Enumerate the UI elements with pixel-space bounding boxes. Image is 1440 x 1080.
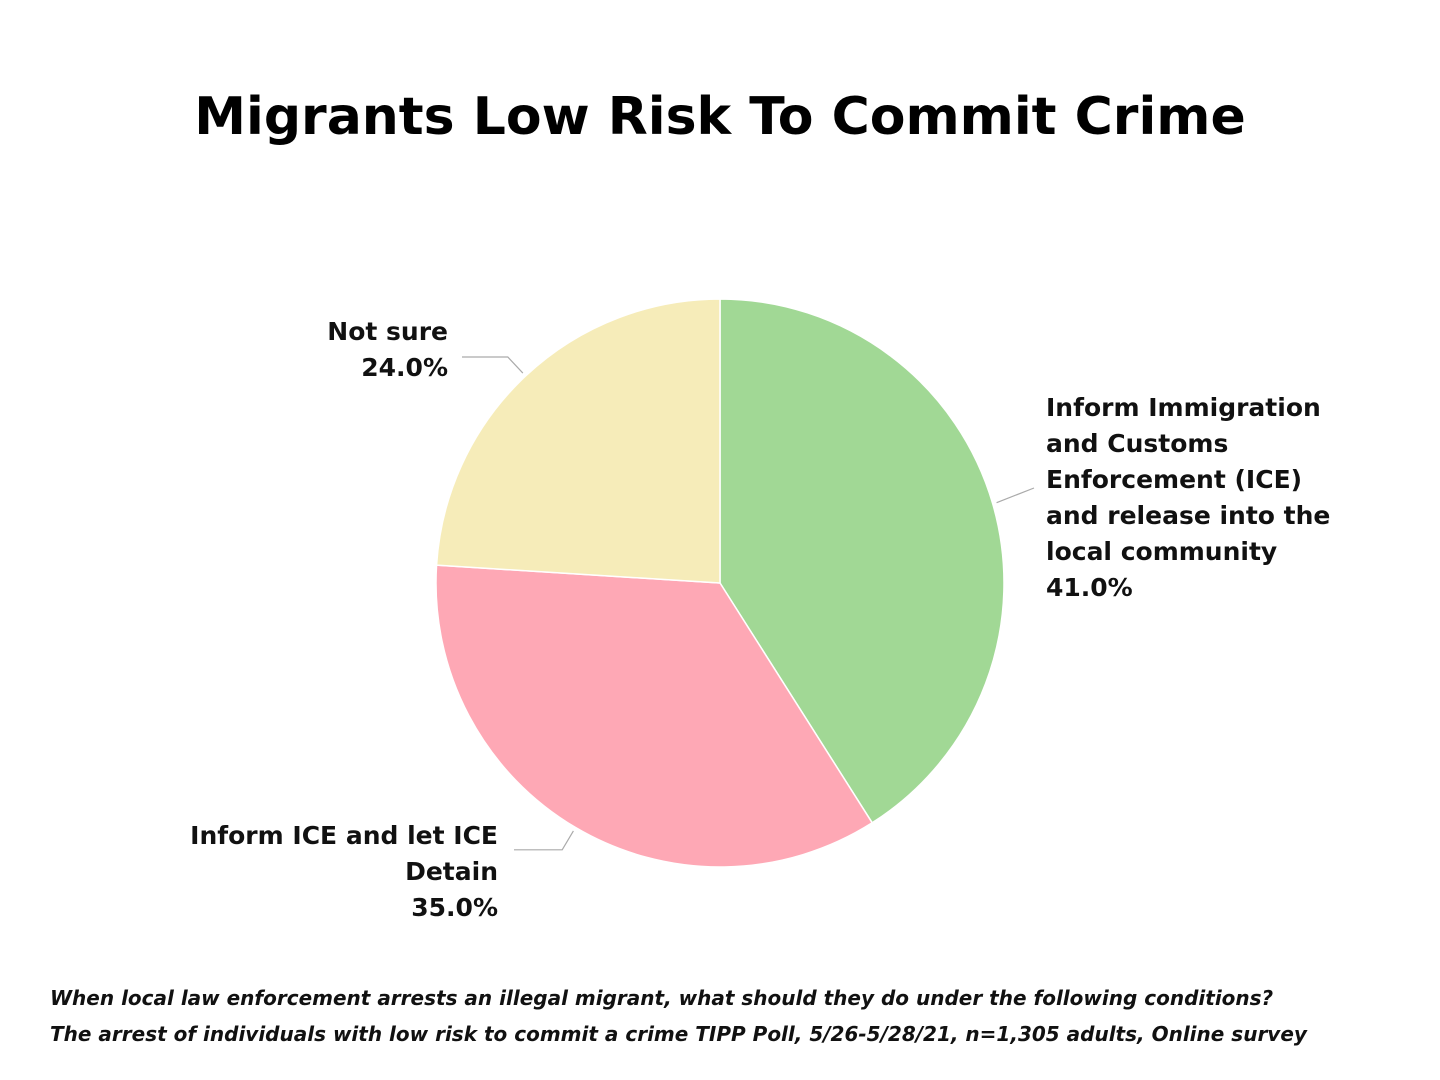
chart-title: Migrants Low Risk To Commit Crime [194,87,1246,147]
pie-slice-inform-and-detain [435,564,874,868]
slice-label-value: 35.0% [411,893,498,922]
pie-slice-inform-and-release [719,298,1005,824]
pie-slices [435,298,1005,868]
pie-slice-not-sure [435,298,721,584]
chart-footnote: When local law enforcement arrests an il… [50,980,1410,1052]
slice-label-value: 41.0% [1046,573,1133,602]
slice-label-text: Inform ICE and let ICE Detain [190,821,498,886]
slice-label-not-sure: Not sure 24.0% [250,314,448,386]
footnote-question: When local law enforcement arrests an il… [50,986,1274,1010]
slice-label-value: 24.0% [361,353,448,382]
slice-label-text: Inform Immigration and Customs Enforceme… [1046,393,1331,566]
slice-label-inform-and-release: Inform Immigration and Customs Enforceme… [1046,390,1346,606]
slice-label-inform-and-detain: Inform ICE and let ICE Detain 35.0% [150,818,498,926]
footnote-source: The arrest of individuals with low risk … [50,1022,1307,1046]
slice-label-text: Not sure [327,317,448,346]
leader-lines [462,356,1035,851]
leader-line [514,830,574,851]
leader-line [996,487,1035,504]
leader-line [462,356,524,374]
